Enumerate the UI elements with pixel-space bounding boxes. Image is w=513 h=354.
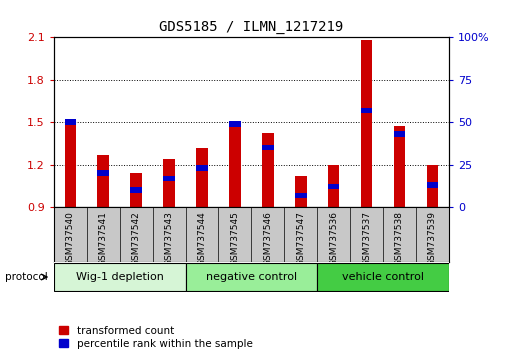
Text: GSM737545: GSM737545 (230, 211, 240, 266)
Bar (427, 165, 438, 207)
Text: GSM737536: GSM737536 (329, 211, 338, 267)
Text: GSM737538: GSM737538 (395, 211, 404, 267)
Bar (295, 176, 306, 207)
Text: vehicle control: vehicle control (342, 272, 424, 282)
Text: GSM737547: GSM737547 (296, 211, 305, 266)
Bar (427, 182, 438, 188)
Bar (65, 121, 76, 207)
Bar (262, 133, 273, 207)
Bar (394, 126, 405, 207)
Legend: transformed count, percentile rank within the sample: transformed count, percentile rank withi… (59, 326, 253, 349)
Text: GSM737540: GSM737540 (66, 211, 75, 266)
Text: GSM737542: GSM737542 (132, 211, 141, 266)
Bar (97, 170, 109, 176)
Bar (54, 263, 186, 291)
Text: GSM737546: GSM737546 (263, 211, 272, 266)
Bar (361, 108, 372, 113)
Text: negative control: negative control (206, 272, 297, 282)
Bar (262, 145, 273, 150)
Bar (130, 173, 142, 207)
Text: GSM737537: GSM737537 (362, 211, 371, 267)
Bar (97, 155, 109, 207)
Bar (394, 131, 405, 137)
Text: GSM737543: GSM737543 (165, 211, 173, 266)
Text: protocol: protocol (5, 272, 48, 282)
Bar (328, 184, 340, 189)
Text: GSM737544: GSM737544 (198, 211, 207, 266)
Text: GSM737539: GSM737539 (428, 211, 437, 267)
Bar (196, 165, 208, 171)
Bar (163, 159, 175, 207)
Bar (186, 263, 317, 291)
Bar (317, 263, 449, 291)
Bar (328, 165, 340, 207)
Bar (229, 121, 241, 126)
Text: GDS5185 / ILMN_1217219: GDS5185 / ILMN_1217219 (159, 19, 344, 34)
Text: GSM737541: GSM737541 (98, 211, 108, 266)
Bar (295, 193, 306, 198)
Bar (65, 119, 76, 125)
Text: Wig-1 depletion: Wig-1 depletion (76, 272, 164, 282)
Bar (196, 148, 208, 207)
Bar (229, 122, 241, 207)
Bar (361, 40, 372, 207)
Bar (163, 176, 175, 181)
Bar (130, 187, 142, 193)
